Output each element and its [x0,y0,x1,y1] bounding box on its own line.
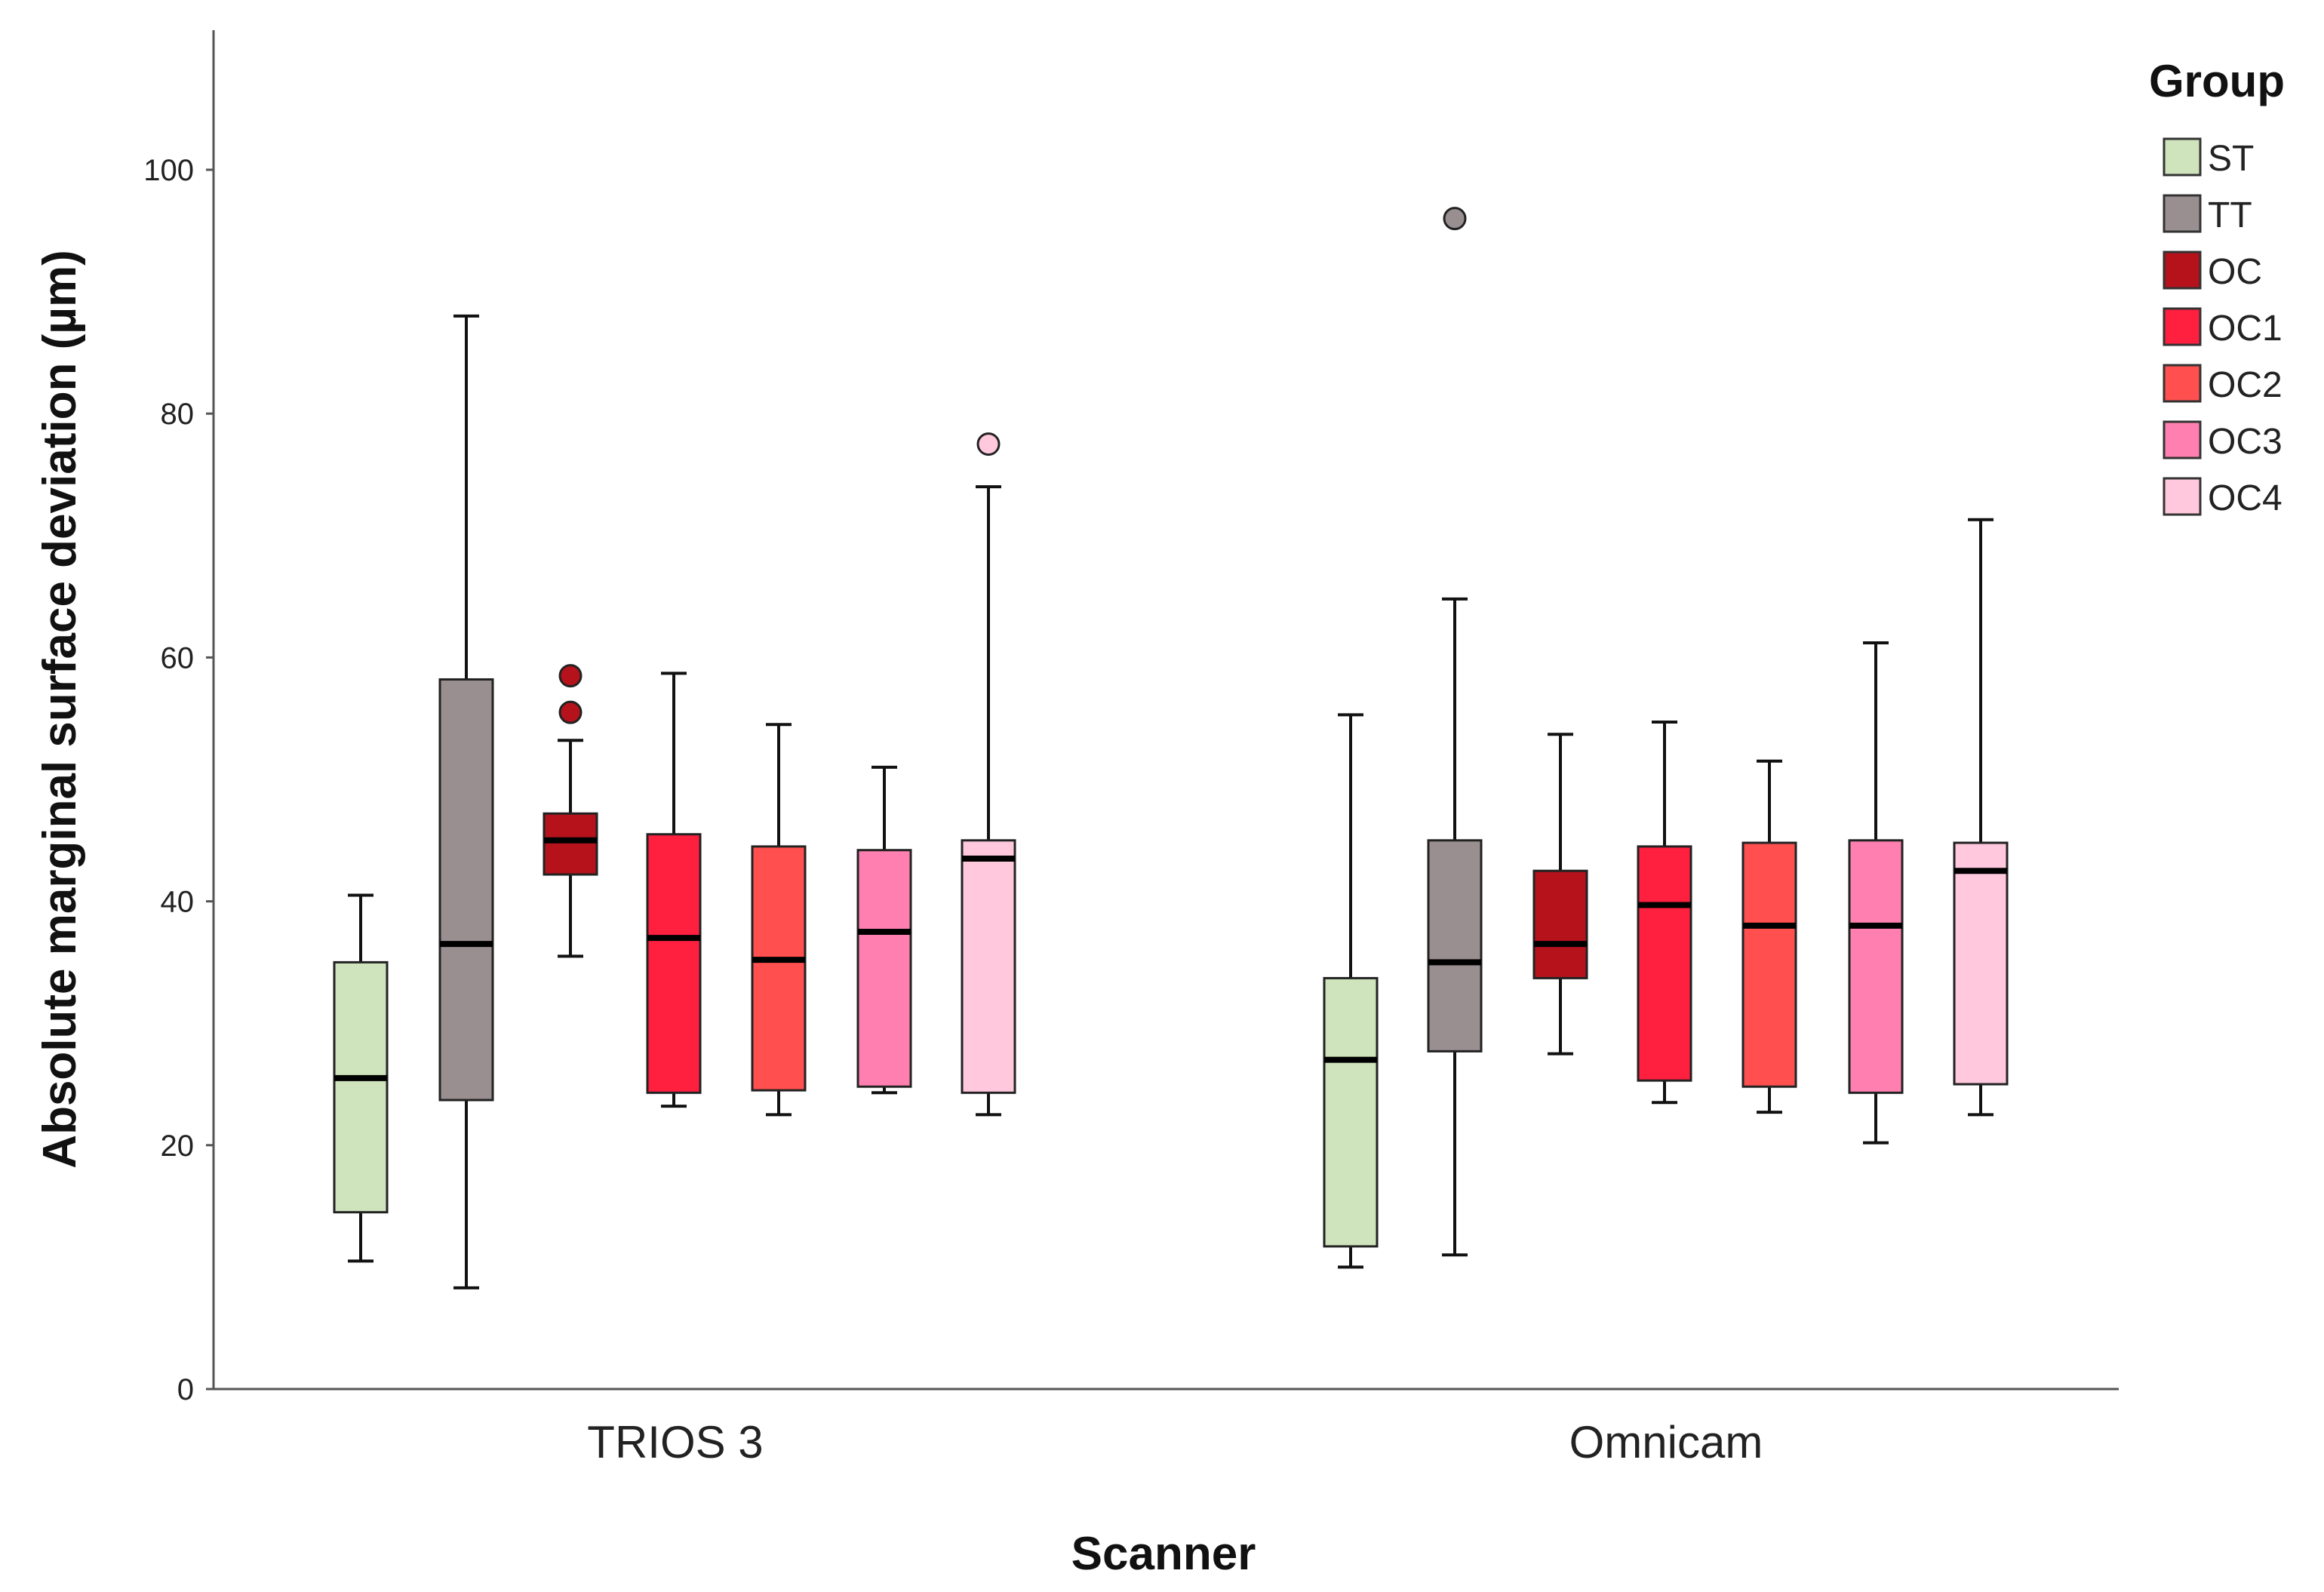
outlier-point [976,432,1001,456]
box-oc3-omnicam [1848,641,1904,1145]
legend-label-oc1: OC1 [2208,309,2282,349]
legend-label-tt: TT [2208,195,2252,235]
y-tick-label: 0 [177,1373,194,1406]
legend-swatch-oc4 [2163,477,2202,516]
legend-title: Group [2149,56,2285,106]
legend-swatch-tt [2163,194,2202,233]
legend-label-oc2: OC2 [2208,365,2282,405]
plot-area: 0 20 40 60 80 100 TRIOS 3 Omnicam [143,30,2119,1468]
outlier-point [558,664,583,688]
box-tt-omnicam [1427,207,1483,1257]
x-axis-title: Scanner [1071,1528,1256,1580]
box-oc1-trios3 [646,672,702,1108]
outlier-point [558,700,583,724]
legend-label-oc3: OC3 [2208,422,2282,462]
legend-swatch-oc1 [2163,307,2202,346]
y-tick-label: 100 [143,154,194,187]
x-category-label: Omnicam [1569,1417,1763,1468]
box-oc2-trios3 [751,723,807,1117]
box-oc4-omnicam [1953,518,2009,1117]
box-oc-omnicam [1532,733,1588,1056]
iqr-box [333,960,389,1214]
y-axis-title: Absolute marginal surface deviation (µm) [34,250,86,1168]
iqr-box [438,678,494,1102]
y-tick-label: 20 [161,1129,195,1163]
iqr-box [751,845,807,1092]
box-oc4-trios3 [961,432,1016,1117]
box-oc1-omnicam [1637,721,1692,1105]
box-oc-trios3 [543,664,598,958]
iqr-box [1323,976,1379,1248]
legend-label-st: ST [2208,139,2254,179]
legend-swatch-st [2163,137,2202,177]
y-tick-label: 40 [161,886,195,919]
box-oc3-trios3 [856,765,912,1095]
outlier-point [1443,207,1467,231]
iqr-box [1741,841,1797,1088]
iqr-box [856,849,912,1088]
box-tt-trios3 [438,314,494,1289]
y-tick-label: 60 [161,641,195,675]
box-st-trios3 [333,893,389,1263]
box-oc2-omnicam [1741,759,1797,1114]
x-category-label: TRIOS 3 [587,1417,763,1468]
iqr-box [1848,839,1904,1094]
iqr-box [646,833,702,1094]
legend-swatch-oc2 [2163,364,2202,403]
legend-swatch-oc [2163,250,2202,290]
iqr-box [543,812,598,876]
iqr-box [961,839,1016,1094]
iqr-box [1427,839,1483,1053]
y-tick-label: 80 [161,398,195,431]
legend-swatch-oc3 [2163,420,2202,459]
legend-label-oc: OC [2208,252,2262,292]
legend-label-oc4: OC4 [2208,478,2282,518]
box-st-omnicam [1323,713,1379,1269]
legend: Group ST TT OC OC1 OC2 OC3 OC4 [2149,56,2285,518]
iqr-box [1532,869,1588,979]
iqr-box [1953,841,2009,1086]
iqr-box [1637,845,1692,1082]
